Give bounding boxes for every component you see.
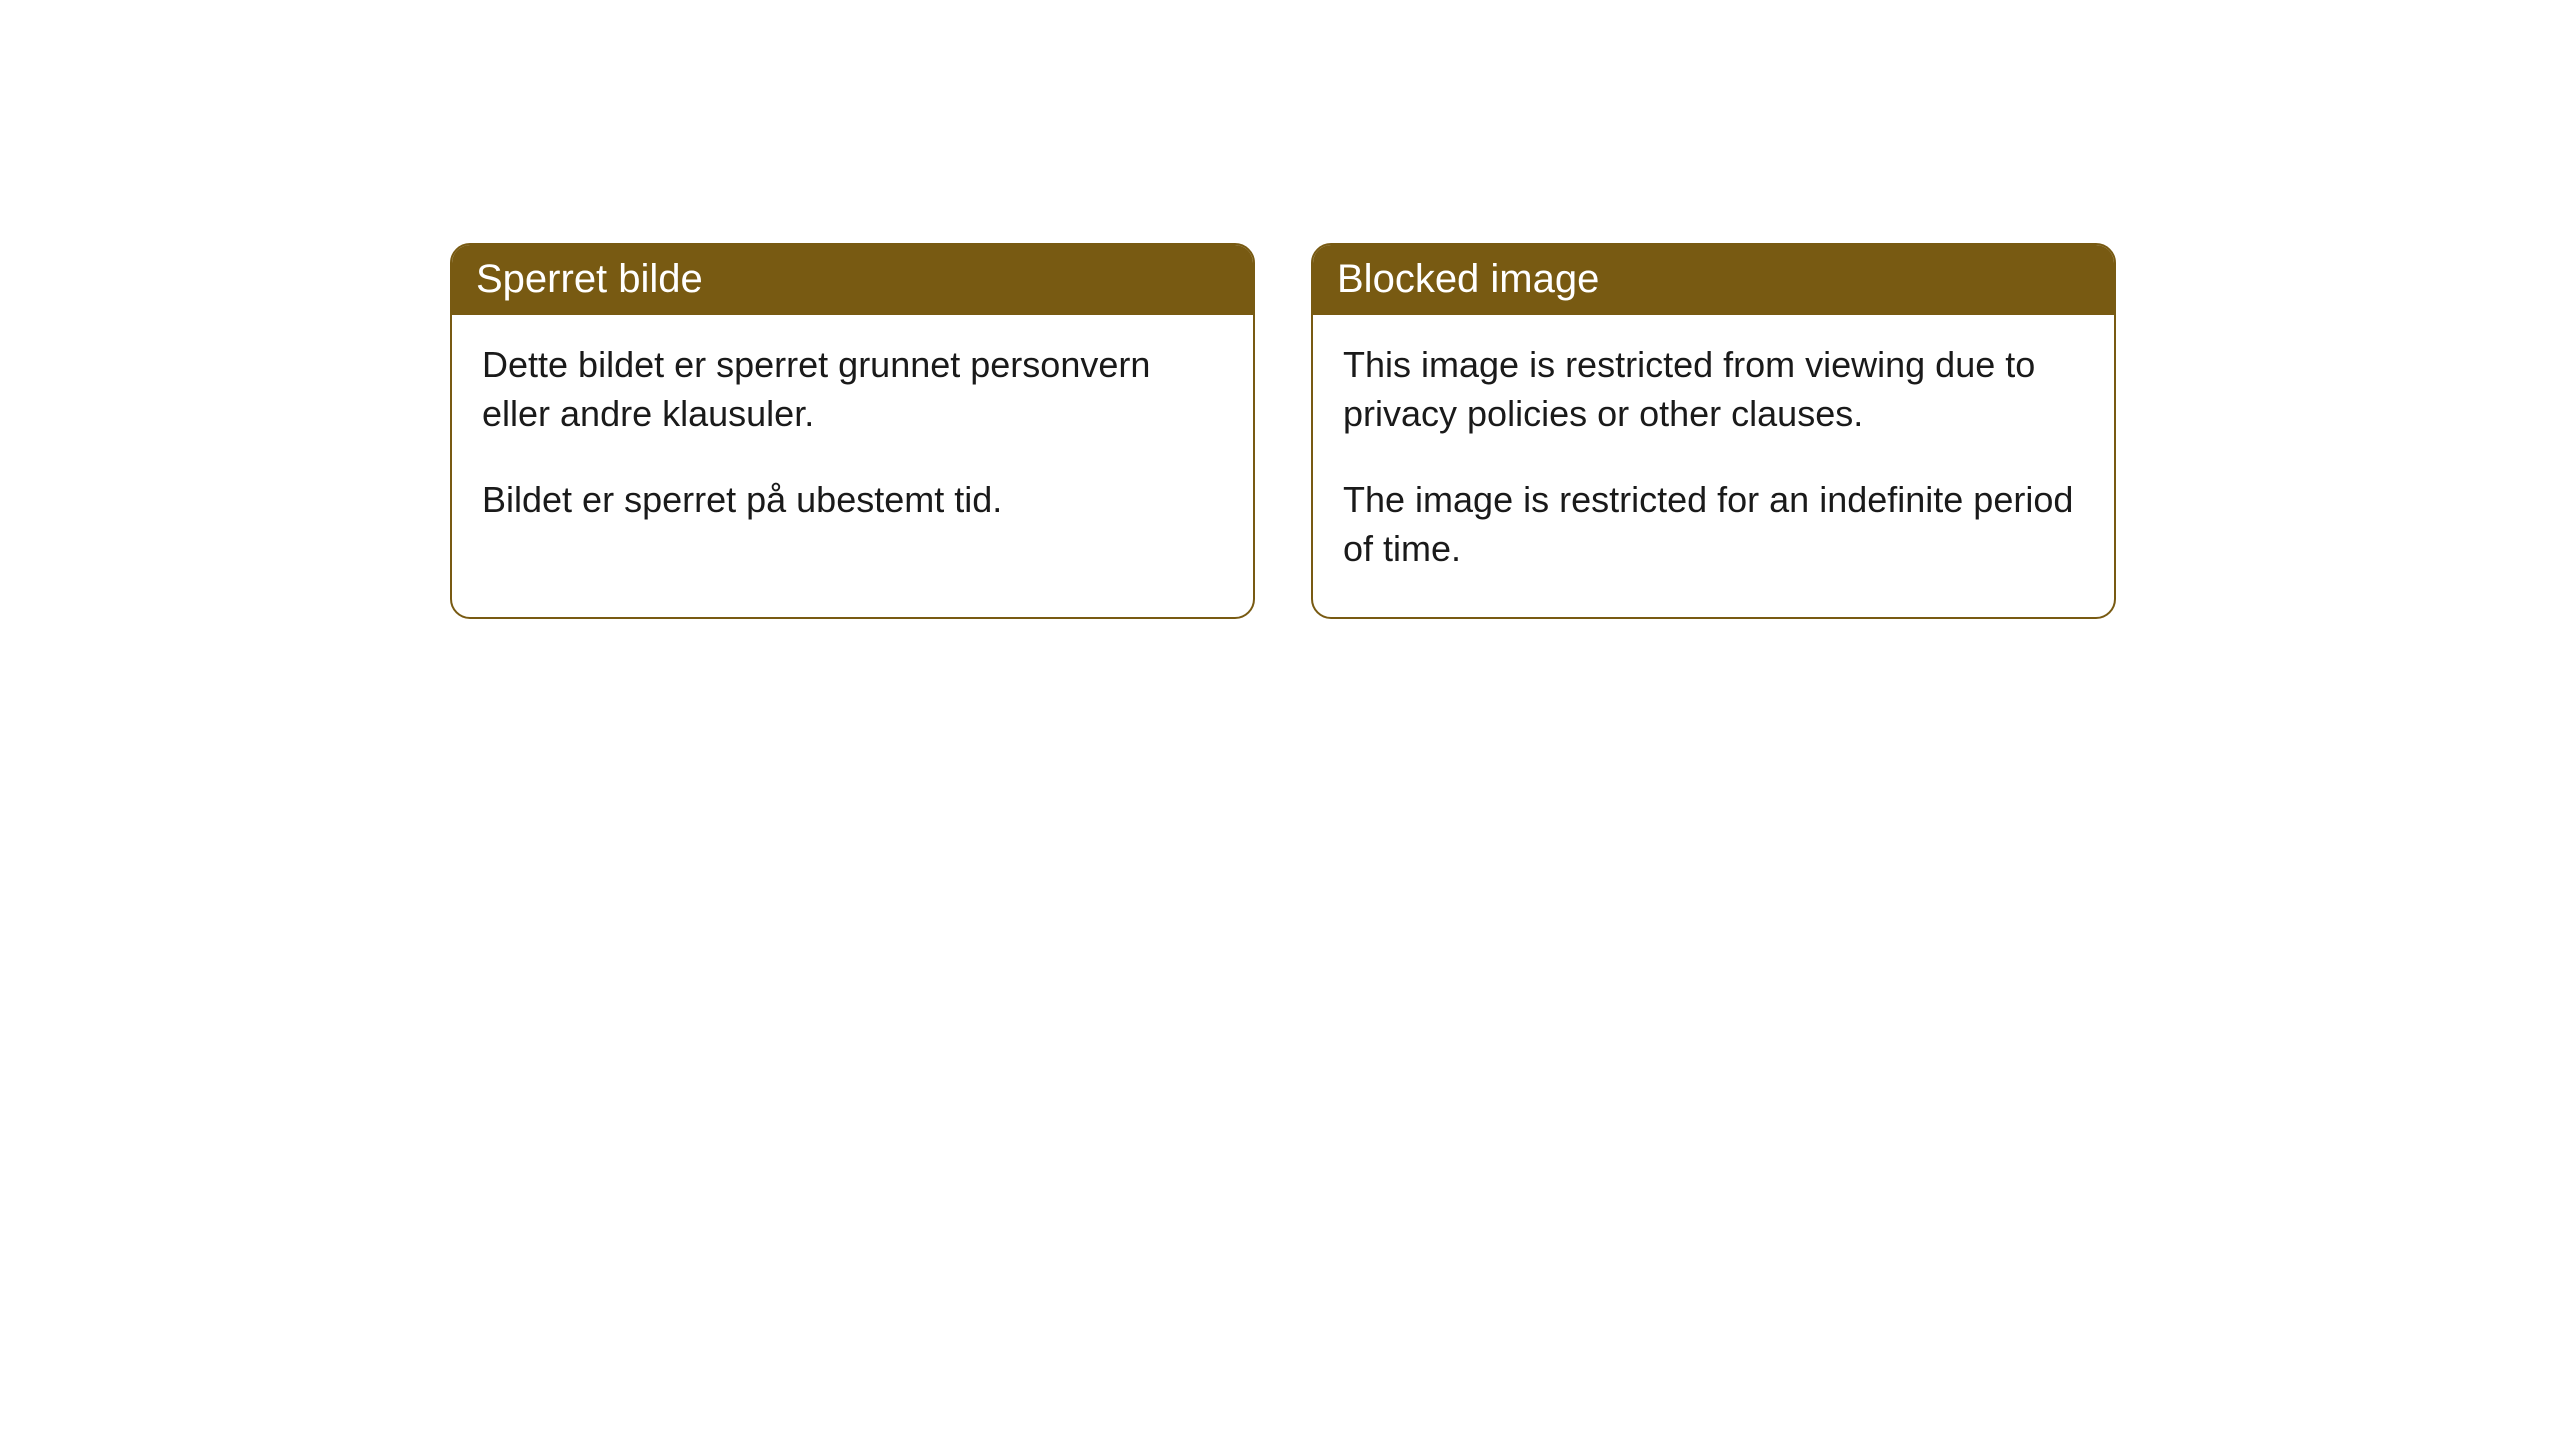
card-title: Blocked image — [1337, 257, 1599, 301]
card-paragraph: This image is restricted from viewing du… — [1343, 341, 2084, 438]
card-body: Dette bildet er sperret grunnet personve… — [452, 315, 1253, 569]
card-paragraph: The image is restricted for an indefinit… — [1343, 476, 2084, 573]
card-paragraph: Bildet er sperret på ubestemt tid. — [482, 476, 1223, 525]
card-paragraph: Dette bildet er sperret grunnet personve… — [482, 341, 1223, 438]
notice-cards-container: Sperret bilde Dette bildet er sperret gr… — [0, 0, 2560, 619]
blocked-image-card-norwegian: Sperret bilde Dette bildet er sperret gr… — [450, 243, 1255, 619]
card-header: Sperret bilde — [452, 245, 1253, 315]
blocked-image-card-english: Blocked image This image is restricted f… — [1311, 243, 2116, 619]
card-body: This image is restricted from viewing du… — [1313, 315, 2114, 617]
card-header: Blocked image — [1313, 245, 2114, 315]
card-title: Sperret bilde — [476, 257, 703, 301]
